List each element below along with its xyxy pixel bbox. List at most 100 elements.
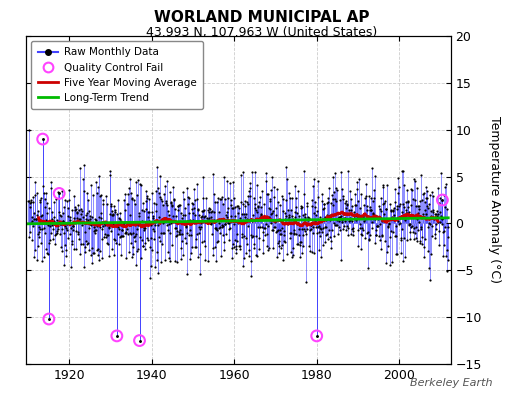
Point	[150, 227, 158, 234]
Point	[67, 224, 75, 231]
Point	[54, 226, 63, 232]
Point	[59, 218, 67, 224]
Point	[100, 220, 108, 227]
Point	[208, 208, 216, 214]
Point	[278, 225, 286, 232]
Point	[59, 218, 68, 224]
Point	[68, 207, 76, 214]
Point	[429, 192, 438, 199]
Point	[32, 216, 40, 222]
Point	[339, 218, 347, 225]
Point	[270, 224, 278, 230]
Point	[61, 247, 70, 254]
Point	[130, 233, 138, 240]
Point	[362, 193, 370, 199]
Point	[365, 207, 374, 213]
Point	[173, 202, 182, 209]
Point	[140, 225, 149, 231]
Point	[84, 240, 93, 246]
Point	[239, 255, 248, 262]
Point	[171, 224, 179, 231]
Point	[347, 226, 356, 232]
Point	[182, 185, 191, 191]
Point	[169, 197, 178, 203]
Point	[365, 192, 374, 199]
Point	[232, 250, 241, 256]
Point	[80, 162, 89, 168]
Point	[175, 231, 183, 237]
Point	[47, 185, 55, 192]
Point	[176, 231, 184, 237]
Point	[135, 337, 144, 344]
Point	[60, 223, 69, 230]
Point	[330, 189, 338, 196]
Point	[310, 250, 318, 256]
Point	[378, 218, 386, 224]
Point	[325, 185, 333, 192]
Point	[291, 203, 300, 210]
Point	[99, 222, 107, 229]
Point	[409, 213, 417, 220]
Text: Berkeley Earth: Berkeley Earth	[410, 378, 493, 388]
Point	[339, 226, 347, 232]
Point	[242, 250, 250, 256]
Point	[344, 207, 353, 213]
Point	[245, 252, 253, 259]
Point	[104, 224, 113, 231]
Point	[310, 210, 319, 216]
Point	[248, 169, 256, 175]
Point	[318, 197, 326, 204]
Point	[271, 219, 279, 226]
Point	[238, 233, 246, 240]
Point	[440, 192, 449, 199]
Point	[83, 197, 92, 204]
Point	[335, 218, 343, 224]
Point	[253, 208, 261, 215]
Point	[322, 230, 331, 237]
Point	[287, 248, 295, 255]
Point	[108, 212, 117, 218]
Point	[385, 201, 394, 208]
Point	[261, 221, 270, 227]
Point	[269, 245, 278, 251]
Point	[330, 220, 339, 226]
Point	[120, 220, 128, 226]
Point	[67, 264, 75, 270]
Point	[421, 211, 430, 217]
Point	[54, 189, 62, 196]
Point	[187, 231, 195, 238]
Point	[153, 248, 161, 255]
Point	[83, 189, 92, 196]
Point	[392, 251, 400, 257]
Point	[252, 206, 260, 213]
Point	[431, 235, 440, 242]
Point	[404, 204, 412, 210]
Point	[325, 212, 334, 219]
Point	[95, 257, 103, 263]
Point	[427, 208, 435, 214]
Point	[122, 229, 130, 235]
Point	[40, 225, 48, 231]
Point	[27, 199, 35, 206]
Point	[89, 192, 97, 198]
Point	[130, 197, 138, 203]
Point	[333, 222, 342, 228]
Point	[154, 185, 162, 191]
Point	[358, 232, 367, 239]
Point	[181, 212, 189, 218]
Point	[91, 216, 99, 223]
Point	[393, 206, 401, 212]
Point	[162, 202, 171, 208]
Point	[348, 203, 357, 209]
Point	[278, 193, 286, 200]
Point	[351, 201, 359, 208]
Point	[199, 208, 208, 214]
Point	[417, 226, 425, 232]
Point	[380, 200, 388, 207]
Point	[231, 237, 239, 243]
Point	[316, 226, 325, 232]
Point	[128, 230, 137, 236]
Point	[325, 213, 334, 219]
Point	[131, 233, 139, 240]
Point	[353, 179, 361, 186]
